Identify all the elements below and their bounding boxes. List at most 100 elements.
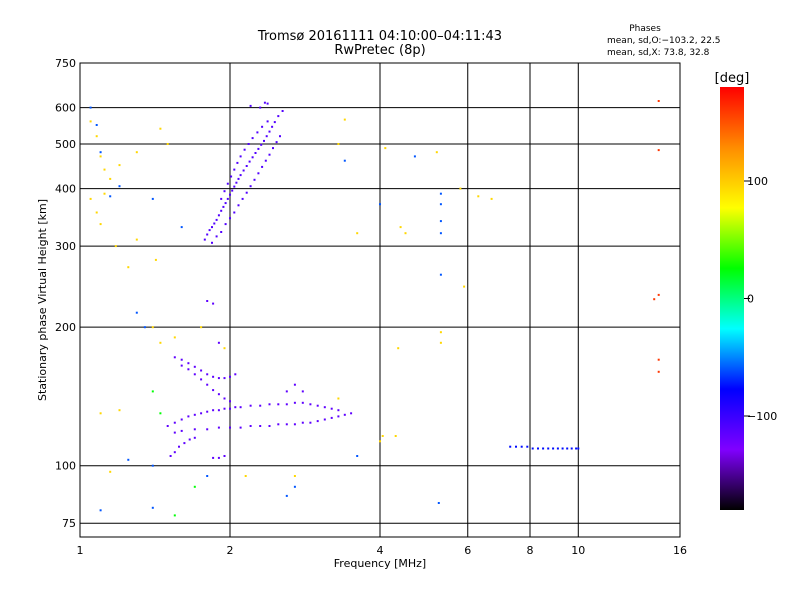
data-point: [103, 168, 106, 171]
data-point: [343, 413, 346, 416]
data-point: [575, 447, 578, 450]
data-point: [526, 445, 529, 448]
data-point: [301, 390, 304, 393]
data-point: [281, 110, 284, 112]
data-point: [143, 326, 146, 329]
x-tick-label: 6: [464, 544, 471, 557]
data-point: [118, 409, 121, 412]
data-point: [211, 241, 213, 244]
data-point: [229, 193, 231, 196]
data-point: [114, 245, 117, 248]
data-point: [556, 447, 559, 450]
data-point: [169, 455, 172, 457]
data-point: [337, 143, 340, 145]
data-point: [275, 141, 278, 144]
data-point: [215, 218, 218, 221]
data-point: [343, 118, 346, 121]
data-point: [217, 426, 220, 429]
data-point: [254, 152, 257, 154]
data-point: [515, 445, 517, 448]
data-point: [263, 139, 265, 142]
data-point: [239, 426, 242, 429]
data-point: [187, 415, 190, 418]
data-point: [439, 220, 442, 223]
data-point: [212, 456, 215, 459]
y-tick-label: 600: [55, 102, 76, 115]
y-tick-label: 300: [55, 240, 76, 253]
data-point: [166, 425, 169, 427]
data-point: [285, 494, 288, 497]
colorbar-tick-label: 100: [747, 175, 768, 188]
data-point: [234, 406, 237, 409]
data-point: [109, 470, 112, 473]
data-point: [223, 407, 226, 410]
data-point: [253, 178, 256, 181]
data-point: [99, 223, 102, 226]
data-point: [285, 390, 288, 393]
colorbar-label: [deg]: [715, 71, 750, 86]
data-point: [180, 226, 183, 229]
data-point: [212, 389, 215, 392]
data-point: [657, 149, 660, 152]
data-point: [439, 203, 442, 206]
data-point: [273, 121, 276, 124]
data-point: [251, 137, 254, 140]
data-point: [220, 209, 223, 212]
data-point: [89, 197, 92, 200]
data-point: [279, 135, 281, 138]
data-point: [223, 190, 226, 193]
data-point: [260, 143, 263, 146]
data-point: [229, 400, 231, 403]
data-point: [268, 425, 271, 427]
data-point: [268, 403, 271, 406]
tick-layer: 1 2 4 6 8 10 16 75 100 200 300 400 500 600 750: [55, 57, 687, 557]
data-point: [206, 475, 209, 477]
data-point: [151, 464, 154, 467]
data-point: [224, 202, 227, 205]
data-point: [203, 238, 206, 241]
data-point: [293, 423, 296, 426]
data-point: [293, 475, 296, 477]
x-tick-label: 1: [77, 544, 84, 557]
data-point: [394, 435, 397, 437]
data-point: [151, 197, 154, 200]
data-point: [180, 364, 183, 367]
data-point: [213, 222, 216, 225]
x-tick-label: 16: [673, 544, 687, 557]
data-point: [323, 418, 326, 421]
data-point: [180, 429, 183, 432]
data-point: [223, 397, 226, 400]
data-point: [330, 416, 333, 419]
data-point: [135, 311, 138, 314]
data-point: [241, 197, 244, 200]
data-point: [439, 192, 442, 195]
data-point: [309, 403, 312, 406]
data-point: [397, 347, 400, 350]
colorbar: [720, 87, 744, 510]
data-point: [193, 373, 196, 376]
data-point: [463, 285, 466, 288]
data-point: [220, 231, 223, 233]
data-point: [151, 390, 154, 393]
data-point: [542, 447, 545, 450]
data-point: [166, 143, 169, 145]
data-point: [173, 451, 176, 454]
data-point: [343, 159, 346, 162]
data-point: [217, 456, 220, 459]
data-point: [212, 409, 215, 412]
data-point: [439, 232, 442, 235]
data-point: [547, 447, 550, 450]
data-point: [561, 447, 564, 450]
phases-line-o: mean, sd,O:−103.2, 22.5: [607, 36, 721, 46]
data-point: [235, 181, 238, 184]
data-point: [490, 197, 493, 200]
data-point: [226, 182, 229, 185]
data-point: [257, 147, 260, 150]
data-point: [188, 438, 191, 441]
y-tick-label: 500: [55, 138, 76, 151]
data-point: [200, 378, 203, 381]
data-point: [653, 298, 656, 301]
data-point: [109, 195, 112, 198]
data-point: [103, 192, 106, 195]
